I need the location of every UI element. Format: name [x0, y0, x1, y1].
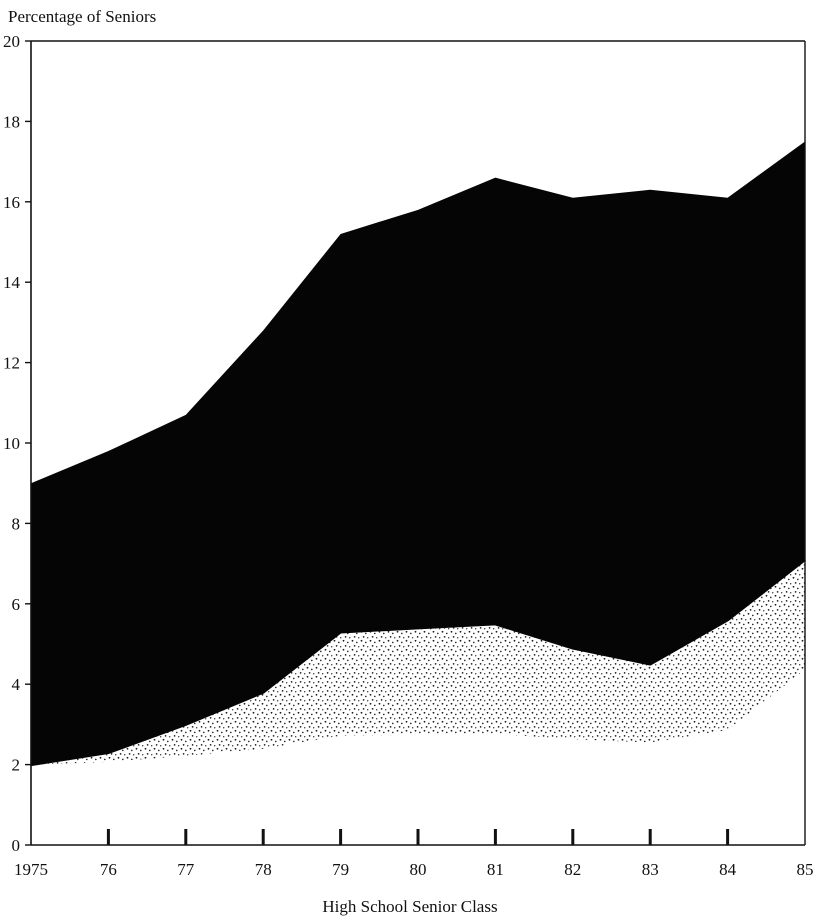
x-axis-label: High School Senior Class [322, 897, 497, 916]
x-tick-label: 82 [564, 860, 581, 879]
area-band-stippled [31, 559, 805, 765]
y-tick-label: 4 [12, 675, 21, 694]
area-band-solid [31, 141, 805, 765]
y-tick-label: 16 [3, 193, 20, 212]
y-tick-label: 6 [12, 595, 21, 614]
y-tick-label: 20 [3, 32, 20, 51]
x-tick-label: 78 [255, 860, 272, 879]
x-tick-label: 80 [410, 860, 427, 879]
y-tick-label: 2 [12, 756, 21, 775]
x-tick-label: 77 [177, 860, 195, 879]
y-tick-label: 18 [3, 112, 20, 131]
x-tick-label: 1975 [14, 860, 48, 879]
y-tick-label: 10 [3, 434, 20, 453]
y-tick-label: 8 [12, 514, 21, 533]
x-tick-label: 76 [100, 860, 117, 879]
x-tick-label: 79 [332, 860, 349, 879]
y-tick-label: 12 [3, 354, 20, 373]
x-tick-label: 84 [719, 860, 737, 879]
y-tick-label: 0 [12, 836, 21, 855]
x-tick-label: 83 [642, 860, 659, 879]
x-tick-label: 81 [487, 860, 504, 879]
ticks: 0 2 4 6 8 10 12 14 16 18 20 1975 76 77 78 79 80 81 82 83 84 8… [3, 32, 814, 879]
series-line-lower [30, 558, 806, 767]
area-bands [30, 141, 806, 767]
y-axis-label: Percentage of Seniors [8, 7, 156, 26]
x-tick-label: 85 [797, 860, 814, 879]
y-tick-label: 14 [3, 273, 21, 292]
